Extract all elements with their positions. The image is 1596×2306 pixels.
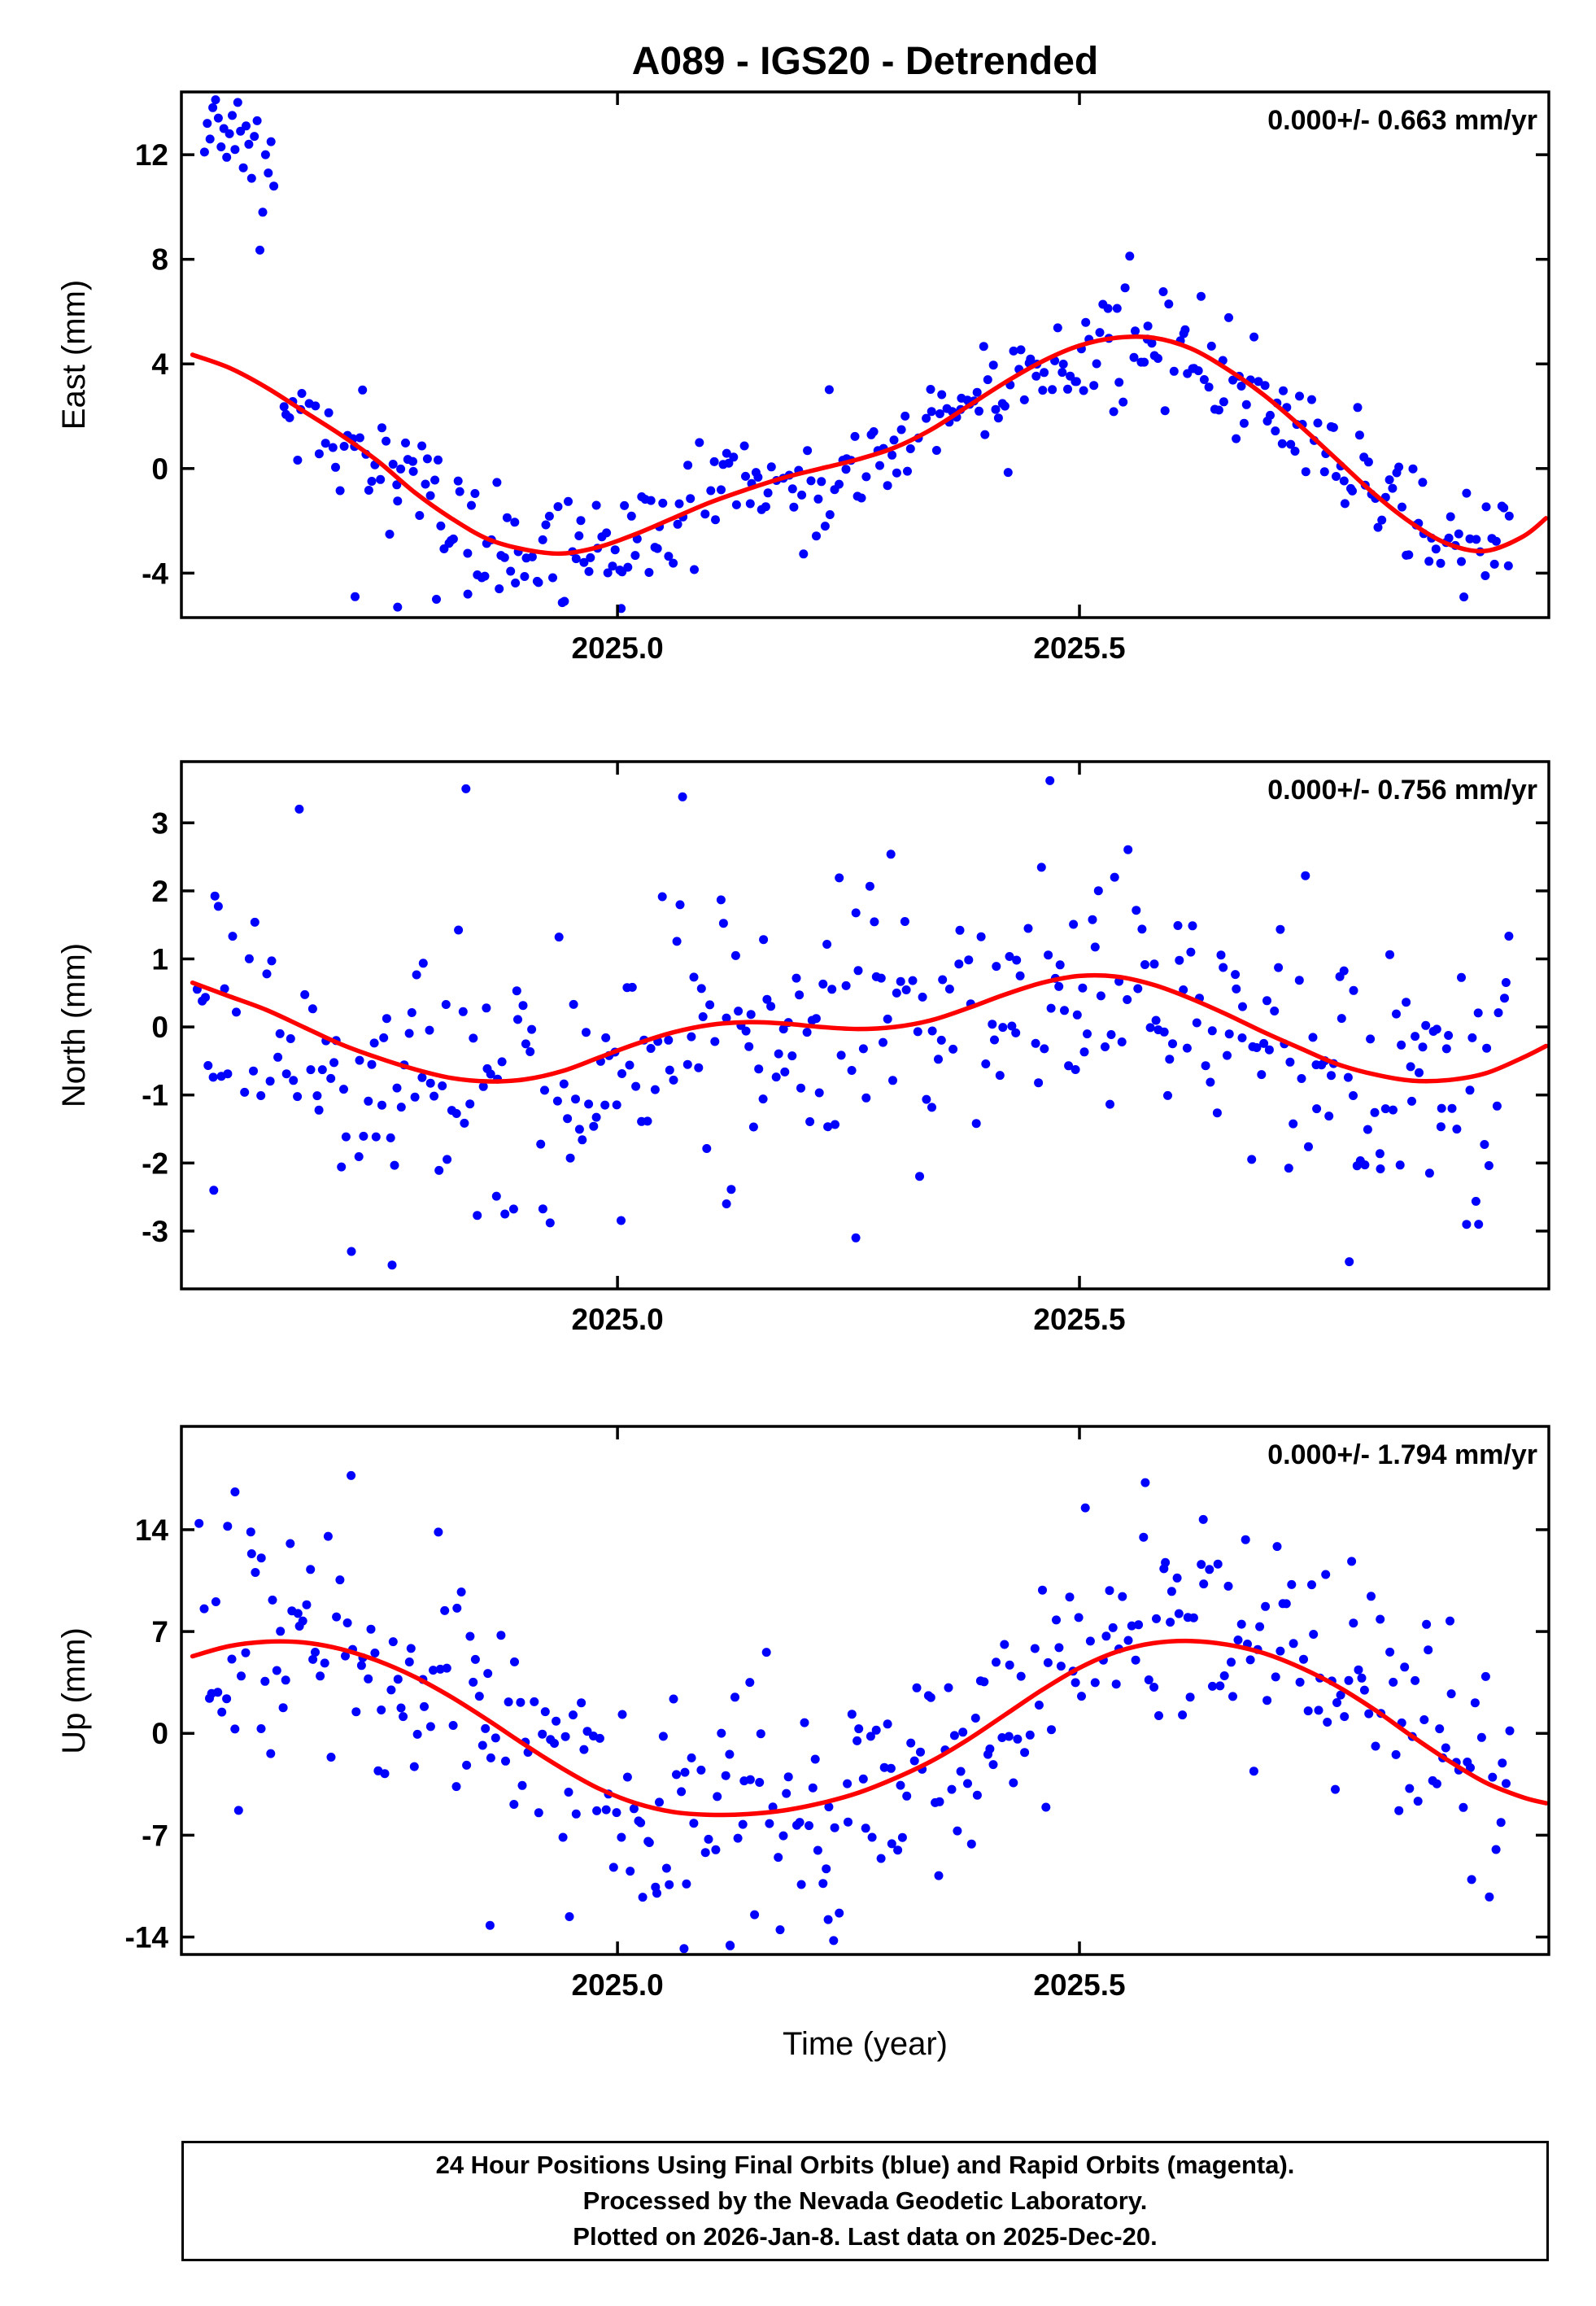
- svg-text:2025.0: 2025.0: [572, 1968, 664, 2002]
- svg-text:-14: -14: [125, 1921, 169, 1954]
- footer-line-processed: Processed by the Nevada Geodetic Laborat…: [582, 2186, 1148, 2215]
- plot-title: A089 - IGS20 - Detrended: [631, 40, 1099, 83]
- up-trend-line: [190, 1638, 1549, 1818]
- svg-text:0: 0: [151, 1011, 168, 1044]
- north-plot-frame: [180, 760, 1550, 1291]
- svg-text:12: 12: [135, 138, 168, 172]
- east-y-axis-label: East (mm): [56, 280, 92, 430]
- svg-text:2025.5: 2025.5: [1033, 1968, 1125, 2002]
- up-rate-annotation: 0.000+/- 1.794 mm/yr: [1267, 1439, 1537, 1470]
- svg-text:2: 2: [151, 875, 168, 908]
- svg-text:-4: -4: [142, 557, 168, 590]
- svg-text:-7: -7: [142, 1819, 168, 1852]
- up-chart: 2025.0 2025.5 -14 -7 0 7 14 Up (mm) 0.000+/- 1.7…: [56, 1425, 1550, 2002]
- svg-text:2025.5: 2025.5: [1033, 1303, 1125, 1336]
- svg-text:7: 7: [151, 1615, 168, 1649]
- svg-text:3: 3: [151, 806, 168, 840]
- east-plot-frame: [180, 90, 1550, 619]
- up-y-axis-label: Up (mm): [56, 1627, 92, 1754]
- footer-line-orbits: 24 Hour Positions Using Final Orbits (bl…: [435, 2150, 1295, 2179]
- svg-text:0: 0: [151, 452, 168, 486]
- svg-text:8: 8: [151, 243, 168, 277]
- north-y-axis-label: North (mm): [56, 943, 92, 1107]
- svg-text:0: 0: [151, 1717, 168, 1750]
- svg-text:2025.0: 2025.0: [572, 1303, 664, 1336]
- x-axis-label: Time (year): [783, 2026, 948, 2062]
- north-trend-line: [190, 972, 1549, 1084]
- up-axis-ticks: [181, 1426, 1549, 1954]
- north-rate-annotation: 0.000+/- 0.756 mm/yr: [1267, 775, 1537, 806]
- east-axis-ticks: [181, 92, 1549, 618]
- east-rate-annotation: 0.000+/- 0.663 mm/yr: [1267, 105, 1537, 136]
- east-scatter-points: [199, 95, 1514, 614]
- svg-text:-1: -1: [142, 1079, 168, 1112]
- north-chart: 2025.0 2025.5 -3 -2 -1 0 1 2 3 North (mm) 0.000+/-…: [56, 760, 1550, 1336]
- footer-box: 24 Hour Positions Using Final Orbits (bl…: [181, 2141, 1549, 2261]
- east-trend-line: [190, 334, 1549, 557]
- east-chart: 2025.0 2025.5 -4 0 4 8 12 East (mm) 0.000+/- 0.6…: [56, 90, 1550, 665]
- svg-text:2025.0: 2025.0: [572, 631, 664, 665]
- north-axis-ticks: [181, 762, 1549, 1289]
- svg-text:14: 14: [135, 1513, 169, 1547]
- east-tick-labels: 2025.0 2025.5 -4 0 4 8 12: [135, 138, 1126, 665]
- svg-text:-2: -2: [142, 1146, 168, 1180]
- svg-text:1: 1: [151, 942, 168, 976]
- svg-text:-3: -3: [142, 1215, 168, 1248]
- svg-text:4: 4: [151, 347, 168, 381]
- footer-line-plotted: Plotted on 2026-Jan-8. Last data on 2025…: [573, 2222, 1158, 2251]
- up-plot-frame: [180, 1425, 1550, 1956]
- up-scatter-points: [194, 1470, 1515, 1954]
- north-tick-labels: 2025.0 2025.5 -3 -2 -1 0 1 2 3: [142, 806, 1126, 1336]
- up-tick-labels: 2025.0 2025.5 -14 -7 0 7 14: [125, 1513, 1126, 2002]
- north-scatter-points: [192, 775, 1514, 1270]
- svg-text:2025.5: 2025.5: [1033, 631, 1125, 665]
